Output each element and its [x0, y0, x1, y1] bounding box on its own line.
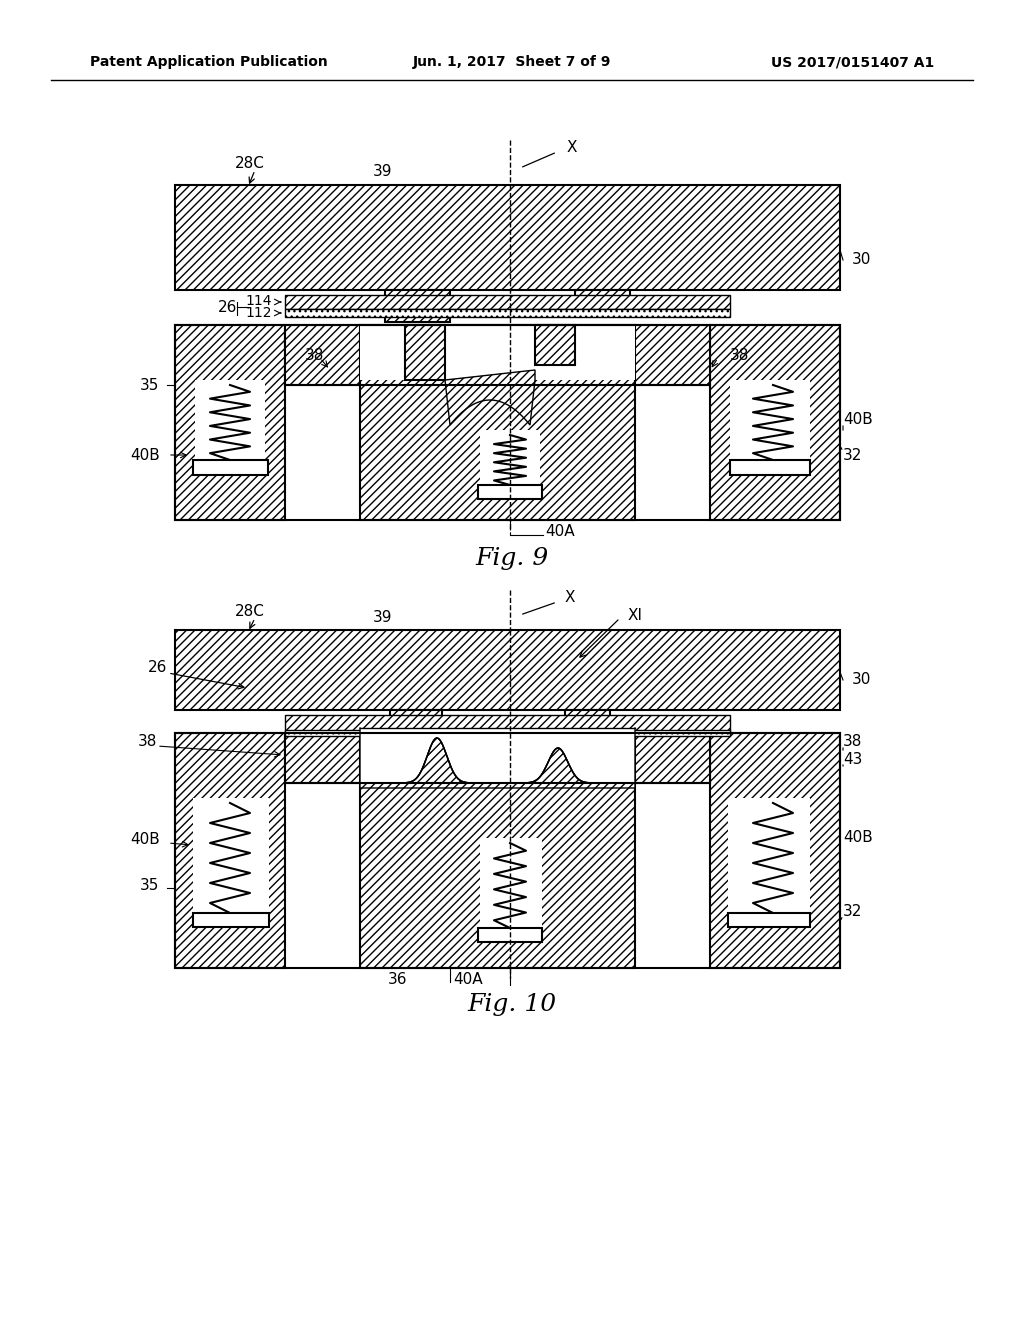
Bar	[360, 325, 635, 380]
Text: 40A: 40A	[545, 524, 574, 540]
Text: 40B: 40B	[130, 833, 160, 847]
Text: Jun. 1, 2017  Sheet 7 of 9: Jun. 1, 2017 Sheet 7 of 9	[413, 55, 611, 69]
Bar	[710, 325, 840, 520]
Text: 34: 34	[458, 372, 477, 388]
Text: 30: 30	[852, 252, 871, 268]
Text: X: X	[567, 140, 578, 156]
Bar	[195, 380, 265, 475]
Bar	[535, 325, 575, 366]
Bar	[360, 325, 635, 520]
Bar	[635, 325, 710, 385]
Text: 40B: 40B	[843, 412, 872, 428]
Text: 39: 39	[374, 165, 393, 180]
Bar	[360, 733, 635, 968]
Bar	[478, 928, 542, 942]
Text: 38: 38	[305, 347, 325, 363]
Text: Fig. 10: Fig. 10	[467, 994, 557, 1016]
Text: 28C: 28C	[234, 605, 265, 619]
Bar	[406, 325, 445, 380]
Text: Fig. 9: Fig. 9	[475, 546, 549, 569]
Bar	[480, 838, 542, 942]
Text: 40B: 40B	[130, 447, 160, 462]
Bar	[175, 630, 840, 710]
Bar	[575, 290, 630, 310]
Bar	[285, 715, 730, 733]
Bar	[728, 799, 810, 928]
Text: 38: 38	[843, 734, 862, 750]
Text: 32: 32	[843, 447, 862, 462]
Bar	[480, 430, 540, 500]
Bar	[193, 799, 269, 928]
Text: XI: XI	[628, 607, 643, 623]
Text: 38: 38	[138, 734, 158, 750]
Bar	[285, 294, 730, 309]
Bar	[175, 325, 285, 520]
Bar	[285, 733, 360, 783]
Bar	[710, 733, 840, 968]
Text: 40A: 40A	[453, 973, 482, 987]
Bar	[285, 309, 730, 317]
Bar	[193, 459, 268, 475]
Bar	[285, 730, 730, 737]
Text: 32: 32	[843, 904, 862, 920]
Text: X: X	[565, 590, 575, 606]
Bar	[175, 185, 840, 290]
Text: 43: 43	[843, 752, 862, 767]
Bar	[193, 913, 269, 927]
Bar	[478, 484, 542, 499]
Bar	[565, 710, 610, 733]
Text: 112: 112	[245, 306, 271, 319]
Text: US 2017/0151407 A1: US 2017/0151407 A1	[771, 55, 934, 69]
Text: 28C: 28C	[234, 156, 265, 170]
Bar	[285, 325, 360, 385]
Text: 30: 30	[852, 672, 871, 688]
Bar	[175, 733, 285, 968]
Text: 26: 26	[148, 660, 167, 675]
Polygon shape	[445, 370, 535, 425]
Bar	[728, 913, 810, 927]
Text: 36: 36	[606, 345, 626, 359]
Text: 35: 35	[140, 378, 160, 392]
Text: 36: 36	[388, 973, 408, 987]
Polygon shape	[360, 729, 635, 783]
Bar	[360, 733, 635, 788]
Bar	[390, 710, 442, 738]
Bar	[175, 733, 840, 968]
Polygon shape	[360, 738, 635, 788]
Text: 26: 26	[218, 300, 238, 314]
Bar	[385, 290, 450, 322]
Text: Patent Application Publication: Patent Application Publication	[90, 55, 328, 69]
Bar	[730, 380, 810, 475]
Text: 35: 35	[140, 878, 160, 892]
Bar	[175, 325, 840, 520]
Bar	[730, 459, 810, 475]
Bar	[635, 733, 710, 783]
Text: 38: 38	[730, 347, 750, 363]
Text: 40B: 40B	[843, 830, 872, 846]
Text: 114: 114	[245, 294, 271, 308]
Text: 39: 39	[374, 610, 393, 626]
